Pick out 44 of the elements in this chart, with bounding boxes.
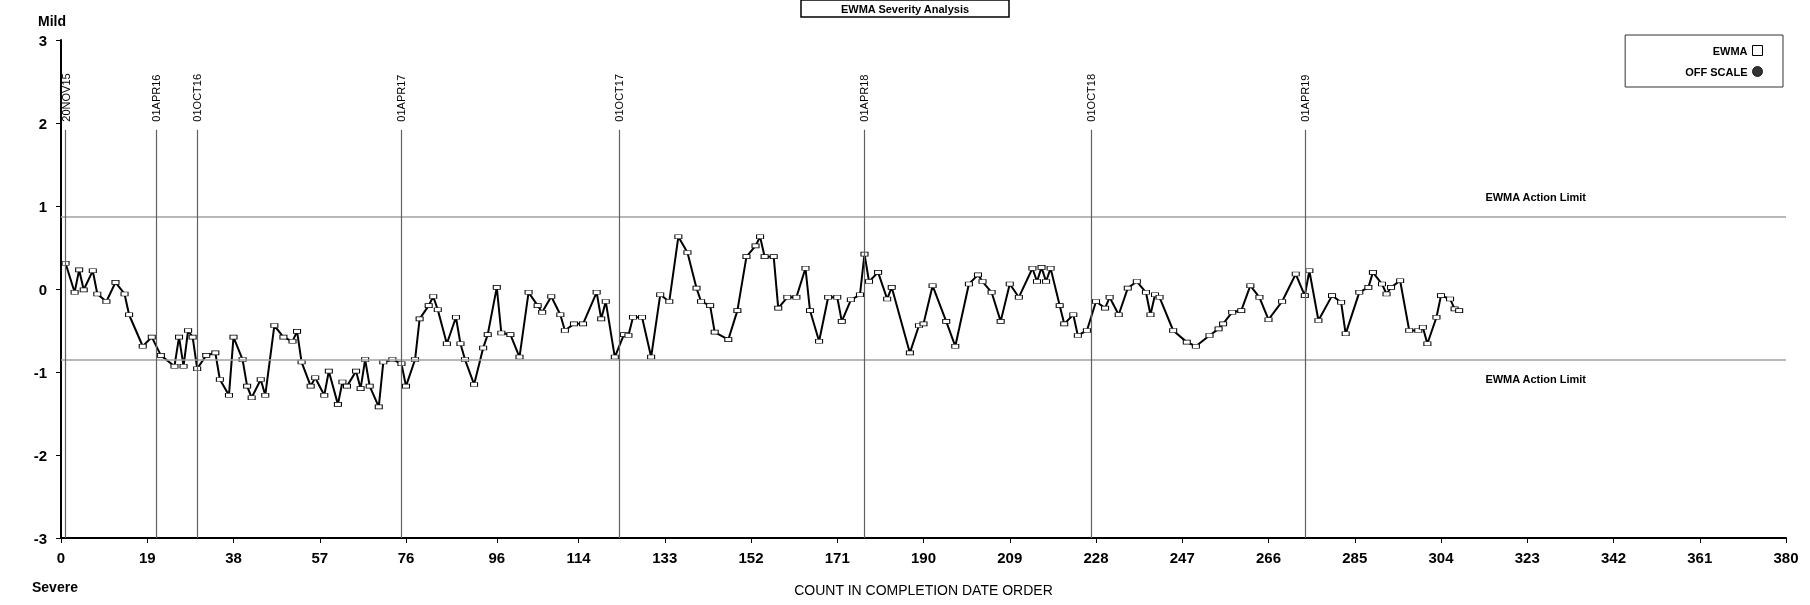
- y-tick-label: 3: [38, 31, 47, 49]
- legend-label: OFF SCALE: [1685, 65, 1748, 78]
- ref-line-label: 01OCT18: [1085, 73, 1098, 122]
- x-tick-label: 209: [997, 549, 1023, 566]
- y-tick-label: 2: [38, 114, 47, 132]
- ref-line-label: EWMA Action Limit: [1485, 191, 1587, 204]
- y-tick-label: -1: [33, 363, 47, 381]
- x-tick-label: 57: [311, 549, 329, 566]
- x-tick-label: 133: [652, 549, 678, 566]
- ref-line-label: 01APR17: [395, 74, 408, 122]
- ref-line-label: 01APR19: [1298, 74, 1311, 122]
- x-tick-label: 380: [1773, 549, 1799, 566]
- y-tick-label: 1: [38, 197, 47, 215]
- x-axis-title: COUNT IN COMPLETION DATE ORDER: [794, 582, 1053, 598]
- x-tick-label: 285: [1342, 549, 1368, 566]
- ref-line-label: 01OCT17: [613, 73, 626, 122]
- x-tick-label: 171: [824, 549, 850, 566]
- text: Severe: [32, 579, 79, 595]
- x-tick-label: 76: [397, 549, 415, 566]
- y-tick-label: -2: [33, 446, 47, 464]
- x-tick-label: 96: [488, 549, 506, 566]
- chart-title: EWMA Severity Analysis: [840, 2, 970, 15]
- ref-line-label: 01APR16: [150, 74, 163, 122]
- x-tick-label: 228: [1083, 549, 1109, 566]
- x-tick-label: 38: [225, 549, 242, 566]
- x-tick-label: 19: [138, 549, 156, 566]
- ref-line-label: EWMA Action Limit: [1485, 373, 1587, 386]
- y-tick-label: 0: [38, 280, 47, 298]
- x-tick-label: 323: [1514, 549, 1540, 566]
- x-tick-label: 266: [1255, 549, 1282, 566]
- x-tick-label: 361: [1687, 549, 1713, 566]
- y-tick-label: -3: [33, 529, 47, 547]
- x-tick-label: 152: [738, 549, 764, 566]
- x-tick-label: 190: [910, 549, 937, 566]
- x-tick-label: 342: [1600, 549, 1627, 566]
- text: Mild: [38, 13, 66, 29]
- ref-line-label: 01OCT16: [191, 73, 204, 122]
- ref-line-label: 20NOV15: [59, 73, 72, 122]
- x-tick-label: 247: [1169, 549, 1195, 566]
- ref-line-label: 01APR18: [858, 74, 871, 122]
- x-tick-label: 114: [566, 549, 592, 566]
- x-tick-label: 304: [1428, 549, 1455, 566]
- x-tick-label: 0: [56, 549, 66, 566]
- legend-label: EWMA: [1712, 44, 1748, 57]
